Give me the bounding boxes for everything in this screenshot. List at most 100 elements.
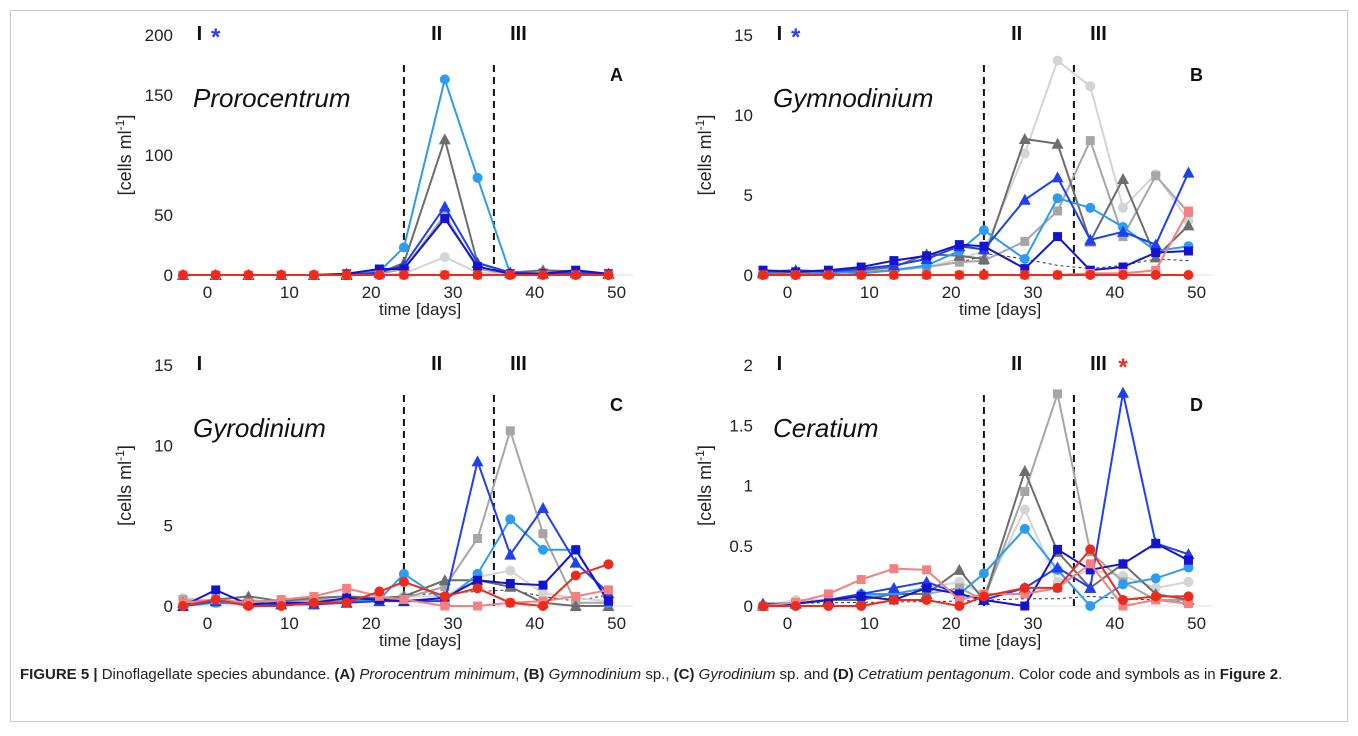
caption-suffix-c: sp. and <box>775 666 833 683</box>
y-tick-label: 150 <box>145 86 173 105</box>
x-tick-label: 10 <box>280 614 299 633</box>
y-tick-label: 0 <box>164 597 173 616</box>
data-point <box>1084 581 1097 593</box>
data-point <box>603 585 613 595</box>
data-point <box>603 270 614 280</box>
data-point <box>954 595 964 605</box>
x-tick-label: 40 <box>1105 283 1124 302</box>
phase-label: II <box>431 23 442 45</box>
data-point <box>1053 544 1063 554</box>
caption-ref-b: (B) <box>523 666 545 683</box>
data-point <box>1018 465 1031 477</box>
data-point <box>472 172 483 183</box>
phase-label: I <box>777 23 783 45</box>
caption-intro: Dinoflagellate species abundance. <box>97 666 335 683</box>
data-point <box>1151 171 1161 181</box>
data-point <box>538 580 548 590</box>
data-point <box>1150 573 1161 584</box>
caption-figure-link[interactable]: Figure 2 <box>1219 666 1279 683</box>
x-tick-label: 0 <box>203 283 212 302</box>
data-point <box>438 574 451 586</box>
x-axis-label: time [days] <box>379 631 461 650</box>
data-point <box>399 595 409 605</box>
data-point <box>1019 523 1030 534</box>
data-point <box>210 270 221 280</box>
data-point <box>1150 591 1161 602</box>
data-point <box>438 200 451 212</box>
data-point <box>505 579 515 589</box>
data-point <box>954 601 965 611</box>
data-point <box>473 534 483 544</box>
data-point <box>439 74 450 85</box>
data-point <box>569 600 582 611</box>
data-point <box>1183 246 1193 256</box>
x-tick-label: 50 <box>1187 614 1206 633</box>
series-red <box>758 544 1194 611</box>
panel-title: Prorocentrum <box>193 83 351 113</box>
y-tick-label: 10 <box>154 436 173 455</box>
y-tick-label: 200 <box>145 26 173 45</box>
data-point <box>1118 579 1128 590</box>
data-point <box>1019 270 1030 280</box>
data-point <box>473 601 483 611</box>
y-tick-label: 5 <box>164 517 173 536</box>
data-point <box>308 597 319 608</box>
x-tick-label: 50 <box>607 614 626 633</box>
data-point <box>1151 538 1161 548</box>
data-point <box>439 252 450 262</box>
x-tick-label: 30 <box>444 283 463 302</box>
panel-title: Gyrodinium <box>193 413 326 443</box>
y-tick-label: 1 <box>744 477 753 496</box>
data-point <box>1183 591 1194 602</box>
caption-ref-c: (C) <box>673 666 695 683</box>
data-point <box>538 270 548 280</box>
data-point <box>1019 582 1030 593</box>
data-point <box>571 591 581 601</box>
data-point <box>505 426 515 436</box>
x-axis-label: time [days] <box>959 300 1041 319</box>
data-point <box>1085 202 1096 213</box>
data-point <box>856 262 866 272</box>
data-point <box>1118 601 1128 611</box>
data-point <box>953 563 966 575</box>
data-point <box>398 568 409 579</box>
series-line <box>182 427 609 604</box>
caption-end: . <box>1278 666 1283 683</box>
data-point <box>888 270 899 280</box>
data-point <box>341 270 352 280</box>
data-point <box>790 601 801 611</box>
data-point <box>440 601 450 611</box>
y-tick-label: 1.5 <box>729 416 753 435</box>
data-point <box>1183 576 1194 587</box>
series-red <box>758 270 1194 280</box>
data-point <box>922 251 932 261</box>
data-point <box>1183 270 1194 280</box>
data-point <box>538 544 548 555</box>
data-point <box>921 594 932 605</box>
data-point <box>211 585 221 595</box>
data-point <box>374 270 385 280</box>
y-axis-label: [cells ml-1] <box>693 115 715 196</box>
y-tick-label: 0 <box>744 266 753 285</box>
data-point <box>1085 136 1095 146</box>
panel-letter: C <box>610 395 623 415</box>
series-line <box>182 563 609 608</box>
data-point <box>439 591 450 602</box>
x-tick-label: 10 <box>280 283 299 302</box>
significance-asterisk: * <box>211 24 221 51</box>
reference-dashed-line <box>762 595 1189 605</box>
series-line <box>762 235 1189 273</box>
data-point <box>471 455 484 467</box>
data-point <box>1182 166 1195 178</box>
data-point <box>1183 599 1193 609</box>
data-point <box>1052 193 1063 204</box>
data-point <box>1019 254 1030 264</box>
panel-b: 0 5 10 15 0 10 20 30 40 50 time [days] [cells ml-1]… <box>693 23 1213 319</box>
y-tick-label: 0.5 <box>729 537 753 556</box>
data-point <box>1182 219 1195 231</box>
x-tick-label: 0 <box>783 614 792 633</box>
figure-caption: FIGURE 5 | Dinoflagellate species abunda… <box>20 664 1340 686</box>
data-point <box>1150 270 1161 280</box>
x-tick-label: 40 <box>525 283 544 302</box>
